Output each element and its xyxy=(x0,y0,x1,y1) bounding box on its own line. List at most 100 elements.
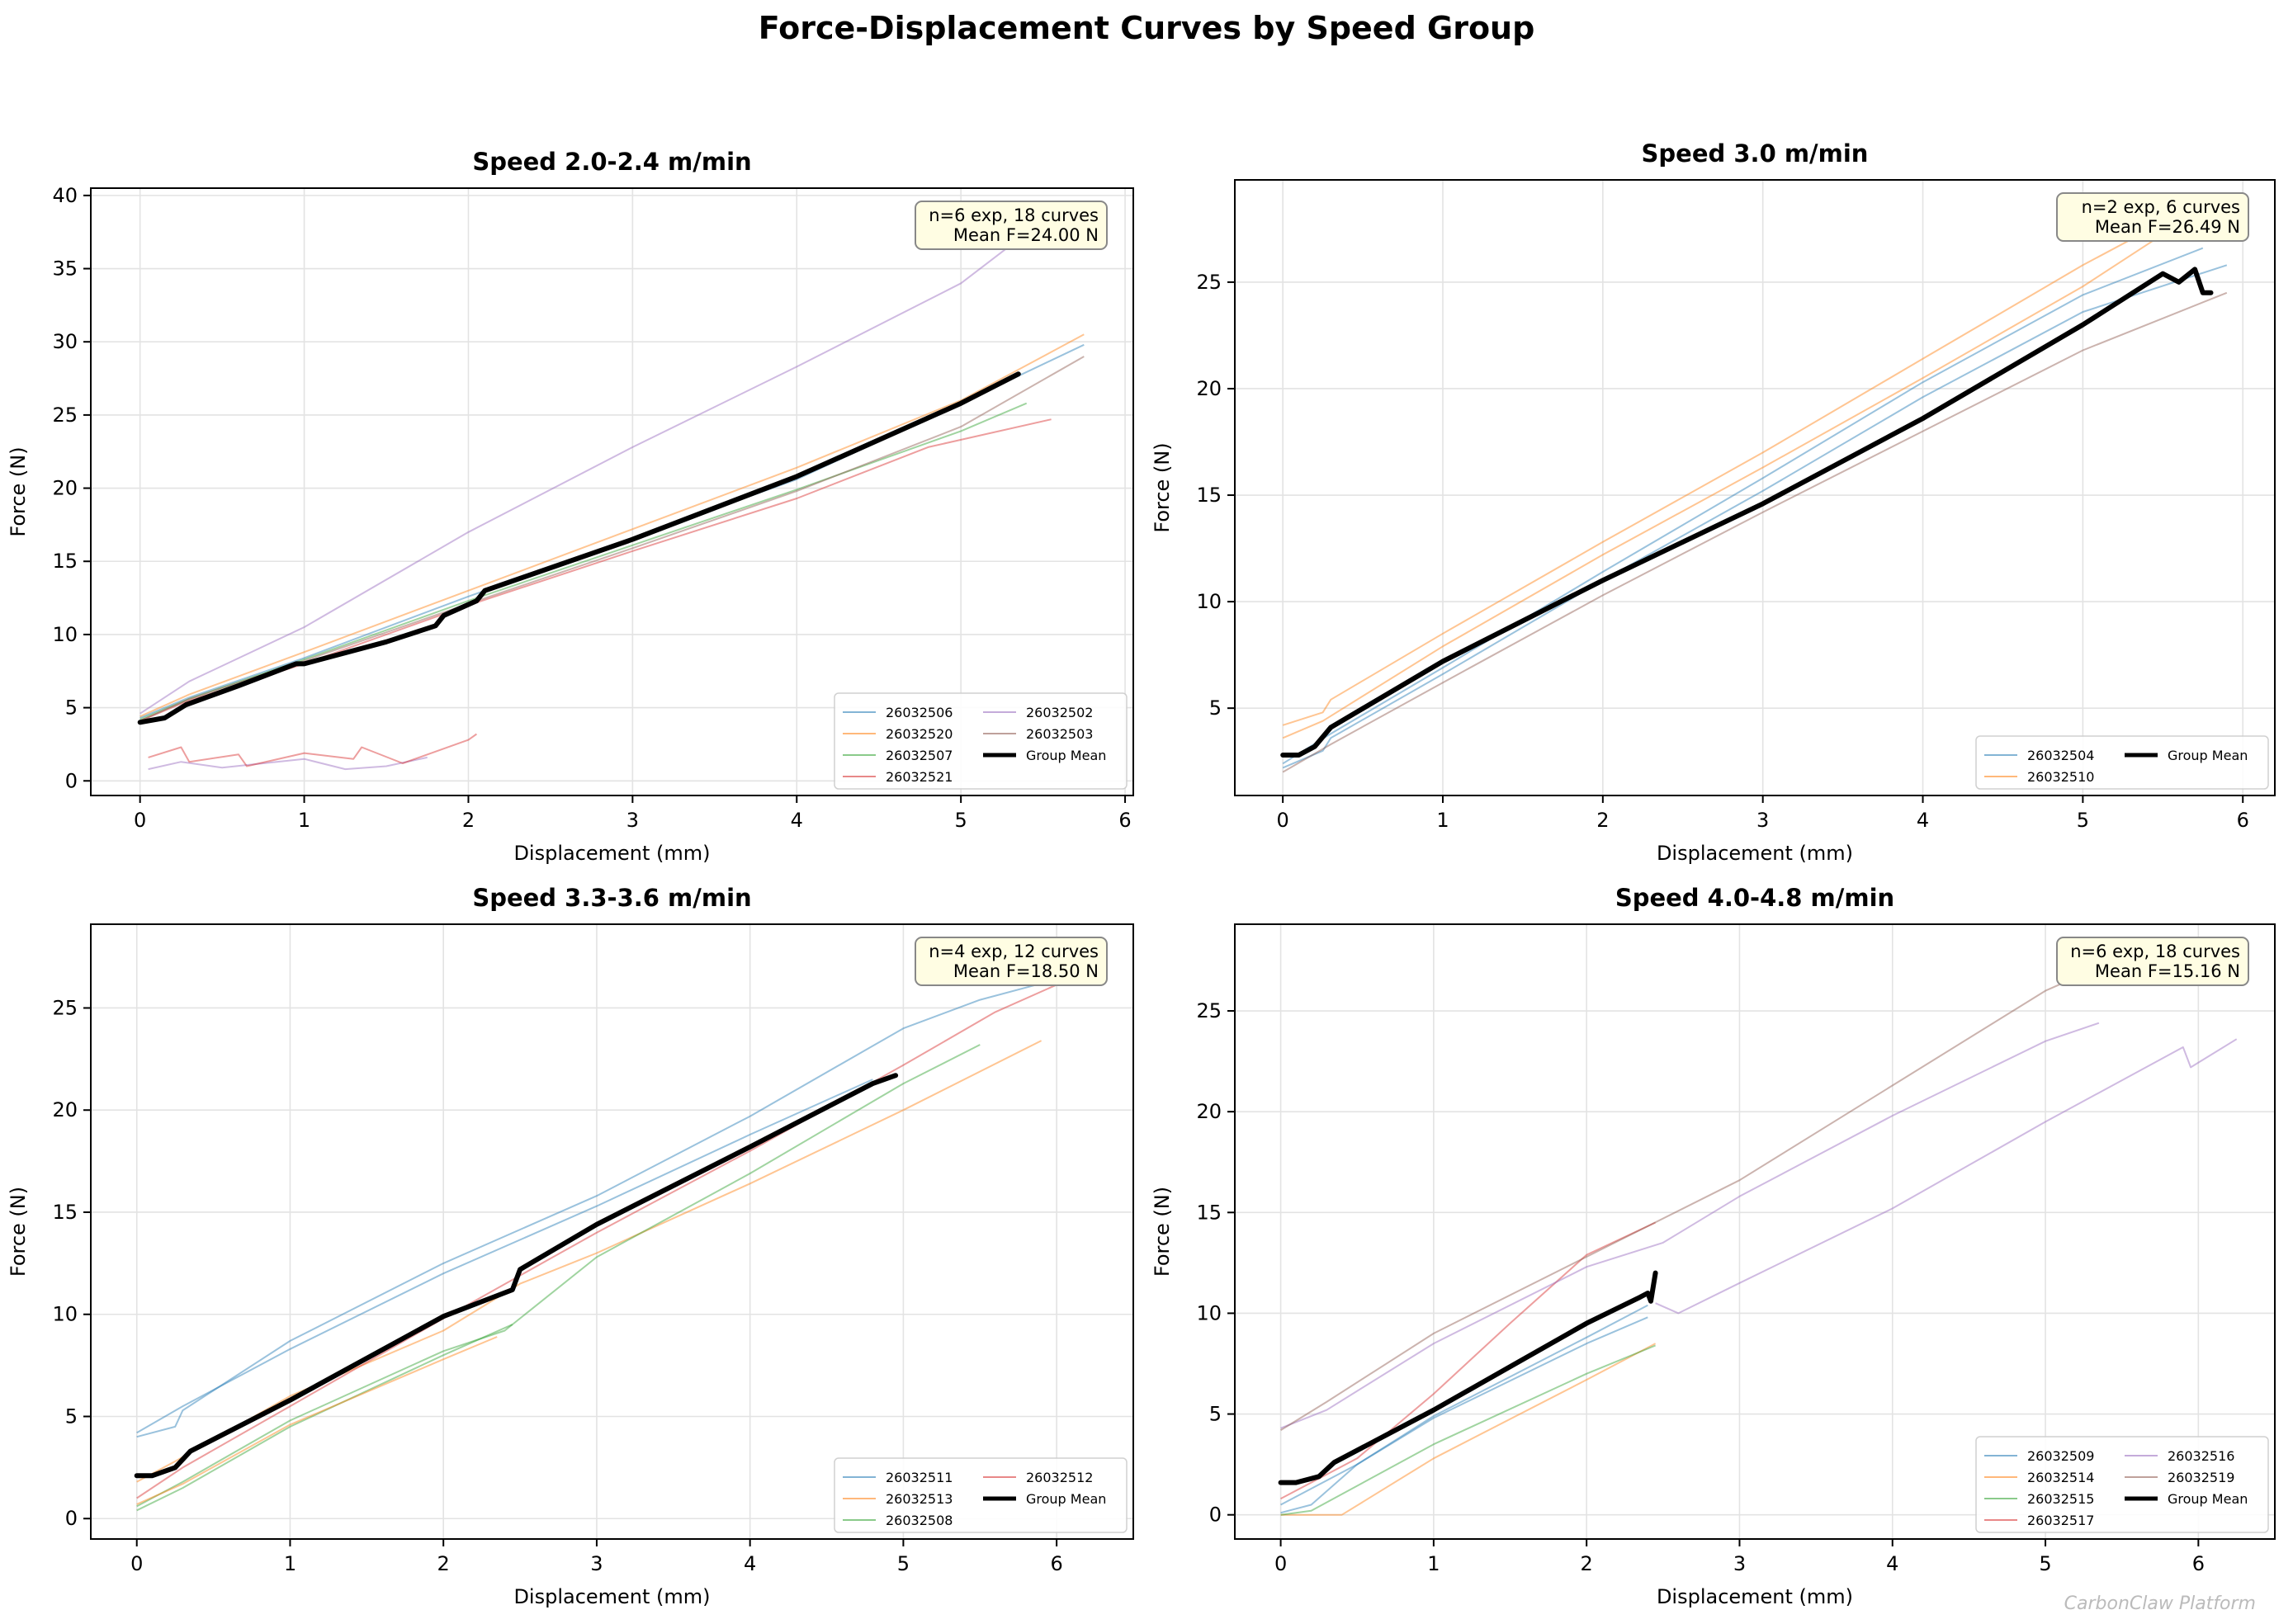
info-box-line1: n=6 exp, 18 curves xyxy=(929,205,1099,225)
x-tick-label: 2 xyxy=(437,1552,450,1575)
info-box-line2: Mean F=18.50 N xyxy=(953,961,1099,981)
legend-label: Group Mean xyxy=(1026,748,1106,763)
x-tick-label: 2 xyxy=(462,809,475,832)
legend-label: 26032509 xyxy=(2027,1448,2094,1464)
y-tick-label: 30 xyxy=(52,330,78,353)
series-line-26032510 xyxy=(1282,291,2228,773)
axes-frame xyxy=(1234,179,2276,796)
info-box-line1: n=2 exp, 6 curves xyxy=(2082,197,2240,217)
legend-label: 26032515 xyxy=(2027,1491,2094,1507)
y-axis-label: Force (N) xyxy=(7,1187,30,1277)
series-line-26032507 xyxy=(139,402,1028,720)
x-tick-label: 3 xyxy=(626,809,639,832)
x-tick-label: 5 xyxy=(897,1552,910,1575)
legend-label: 26032516 xyxy=(2168,1448,2234,1464)
legend-label: 26032521 xyxy=(886,769,953,785)
subplot-title: Speed 2.0-2.4 m/min xyxy=(472,148,751,176)
series-group xyxy=(1280,221,2228,773)
series-line-26032512 xyxy=(136,970,1088,1499)
series-line-26032520 xyxy=(139,333,1085,718)
axes-frame xyxy=(90,187,1134,796)
x-tick-label: 4 xyxy=(1917,809,1929,832)
info-box-line2: Mean F=26.49 N xyxy=(2095,217,2240,237)
series-line-26032514 xyxy=(1280,1343,1657,1516)
plot-area xyxy=(91,924,1133,1539)
legend-label: Group Mean xyxy=(2168,748,2248,763)
series-line-26032510 xyxy=(1282,221,2163,726)
info-box-line2: Mean F=24.00 N xyxy=(953,225,1099,245)
watermark: CarbonClaw Platform xyxy=(2064,1593,2256,1614)
info-box xyxy=(2056,937,2249,986)
y-tick-label: 10 xyxy=(1196,590,1222,613)
x-tick-label: 6 xyxy=(2192,1552,2205,1575)
legend-label: 26032510 xyxy=(2027,769,2094,785)
series-line-26032508 xyxy=(136,1044,981,1508)
info-box-line1: n=4 exp, 12 curves xyxy=(929,942,1099,961)
y-tick-label: 15 xyxy=(1196,484,1222,507)
series-line-26032513 xyxy=(136,1336,498,1505)
y-tick-label: 15 xyxy=(52,550,78,573)
series-line-26032516 xyxy=(1655,1038,2238,1315)
legend-label: 26032504 xyxy=(2027,748,2094,763)
subplot-2: 0 1 2 3 4 5 6 5 10 15 20 25 Speed 3.0 m/min Displacem… xyxy=(1151,139,2276,865)
series-line-26032503 xyxy=(139,356,1085,722)
series-line-group-mean xyxy=(1278,1270,1658,1485)
x-tick-label: 5 xyxy=(2077,809,2089,832)
y-tick-label: 25 xyxy=(52,404,78,427)
series-line-26032508 xyxy=(136,1324,513,1512)
series-line-group-mean xyxy=(1280,267,2214,758)
y-tick-label: 0 xyxy=(65,769,78,792)
x-axis-label: Displacement (mm) xyxy=(1657,842,1853,865)
x-tick-label: 6 xyxy=(2237,809,2249,832)
info-box xyxy=(915,937,1108,986)
y-axis-label: Force (N) xyxy=(1151,442,1174,532)
x-tick-label: 5 xyxy=(955,809,967,832)
y-axis-label: Force (N) xyxy=(7,446,30,536)
legend-label: 26032513 xyxy=(886,1491,953,1507)
legend-label: 26032502 xyxy=(1026,705,1093,720)
y-tick-label: 10 xyxy=(52,1303,78,1326)
legend xyxy=(834,692,1128,790)
y-tick-label: 25 xyxy=(1196,271,1222,294)
y-tick-label: 25 xyxy=(52,996,78,1019)
x-tick-label: 5 xyxy=(2039,1552,2051,1575)
x-tick-label: 1 xyxy=(284,1552,296,1575)
legend-label: Group Mean xyxy=(2168,1491,2248,1507)
series-line-26032502 xyxy=(139,238,1019,715)
legend-label: 26032506 xyxy=(886,705,953,720)
x-tick-label: 0 xyxy=(130,1552,143,1575)
y-tick-label: 25 xyxy=(1196,999,1222,1022)
series-line-26032504 xyxy=(1282,247,2204,765)
x-tick-label: 6 xyxy=(1118,809,1131,832)
y-tick-label: 10 xyxy=(52,623,78,646)
x-tick-label: 6 xyxy=(1050,1552,1062,1575)
x-tick-label: 1 xyxy=(298,809,310,832)
y-tick-label: 20 xyxy=(52,477,78,500)
subplot-title: Speed 4.0-4.8 m/min xyxy=(1615,884,1894,912)
y-tick-label: 35 xyxy=(52,257,78,281)
y-tick-label: 20 xyxy=(1196,377,1222,400)
subplot-3: 0 1 2 3 4 5 6 0 5 10 15 20 25 Speed 3.3-3.6 m/min Disp… xyxy=(7,884,1134,1608)
series-line-26032509 xyxy=(1280,1316,1648,1506)
series-line-26032521 xyxy=(148,733,477,767)
y-tick-label: 5 xyxy=(1209,696,1222,720)
subplot-title: Speed 3.3-3.6 m/min xyxy=(472,884,751,912)
info-box-line1: n=6 exp, 18 curves xyxy=(2070,942,2240,961)
info-box xyxy=(915,201,1108,250)
x-axis-label: Displacement (mm) xyxy=(513,842,710,865)
series-line-26032511 xyxy=(136,1079,873,1434)
x-tick-label: 3 xyxy=(590,1552,603,1575)
y-axis-label: Force (N) xyxy=(1151,1187,1174,1277)
legend xyxy=(1975,1436,2269,1533)
x-tick-label: 4 xyxy=(744,1552,756,1575)
series-line-group-mean xyxy=(134,1073,899,1479)
legend-label: 26032512 xyxy=(1026,1470,1093,1485)
y-tick-label: 20 xyxy=(1196,1100,1222,1123)
x-tick-label: 0 xyxy=(1277,809,1289,832)
legend-label: 26032520 xyxy=(886,726,953,742)
legend-label: 26032517 xyxy=(2027,1513,2094,1528)
x-tick-label: 0 xyxy=(1274,1552,1287,1575)
series-group xyxy=(134,970,1088,1512)
x-tick-label: 1 xyxy=(1427,1552,1440,1575)
legend-label: 26032514 xyxy=(2027,1470,2094,1485)
